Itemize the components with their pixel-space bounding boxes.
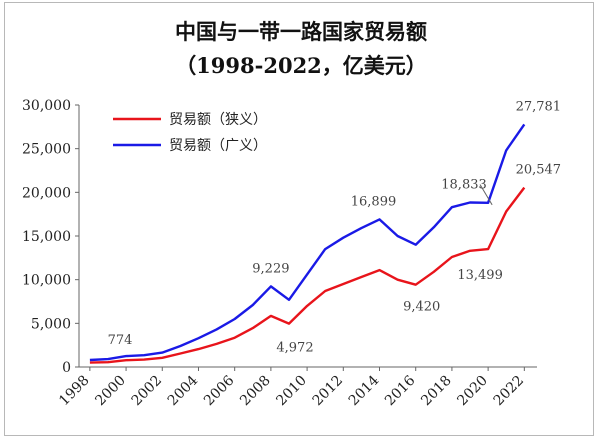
y-tick-label: 25,000	[22, 142, 71, 158]
chart-subtitle: （1998-2022，亿美元）	[175, 53, 427, 78]
x-tick-label: 2000	[92, 373, 129, 410]
series-line-2	[89, 123, 526, 362]
y-tick-label: 0	[62, 360, 71, 376]
data-label: 9,420	[403, 300, 440, 315]
x-tick-label: 2020	[454, 373, 491, 410]
data-labels: 774 9,229 4,972 16,899 9,420 18,833 13,499 20,5…	[108, 99, 561, 355]
legend: 贸易额（狭义） 贸易额（广义）	[113, 112, 267, 154]
line-chart: 中国与一带一路国家贸易额 （1998-2022，亿美元） 0 5,000 10,00…	[22, 19, 561, 410]
data-label: 9,229	[252, 261, 289, 276]
x-tick-label: 2012	[310, 373, 347, 410]
data-label: 13,499	[457, 268, 503, 283]
x-tick-label: 1998	[56, 373, 93, 410]
x-tick-label: 2010	[273, 373, 310, 410]
x-tick-label: 2014	[346, 372, 383, 409]
y-tick-label: 10,000	[22, 273, 71, 289]
data-label: 27,781	[516, 99, 562, 114]
y-tick-label: 30,000	[22, 98, 71, 114]
y-tick-label: 5,000	[31, 316, 71, 332]
chart-title: 中国与一带一路国家贸易额	[175, 19, 427, 44]
data-label: 20,547	[516, 163, 562, 178]
x-tick-label: 2008	[237, 373, 274, 410]
legend-label-2: 贸易额（广义）	[169, 138, 267, 154]
x-tick-label: 2018	[418, 373, 455, 410]
data-label: 4,972	[276, 341, 313, 356]
data-label: 18,833	[441, 178, 487, 193]
legend-label-1: 贸易额（狭义）	[169, 112, 267, 128]
x-tick-label: 2006	[201, 372, 238, 409]
x-tick-label: 2016	[382, 372, 419, 409]
series-lines	[89, 123, 526, 364]
y-tick-label: 15,000	[22, 229, 71, 245]
x-tick-label: 2002	[129, 373, 166, 410]
series-line-1	[89, 186, 526, 364]
data-label: 16,899	[351, 194, 397, 209]
data-label: 774	[108, 333, 133, 348]
y-tick-label: 20,000	[22, 185, 71, 201]
label-leader-line	[479, 184, 493, 206]
x-tick-label: 2004	[165, 372, 202, 409]
chart-frame: 中国与一带一路国家贸易额 （1998-2022，亿美元） 0 5,000 10,00…	[4, 2, 594, 436]
x-tick-label: 2022	[491, 373, 528, 410]
